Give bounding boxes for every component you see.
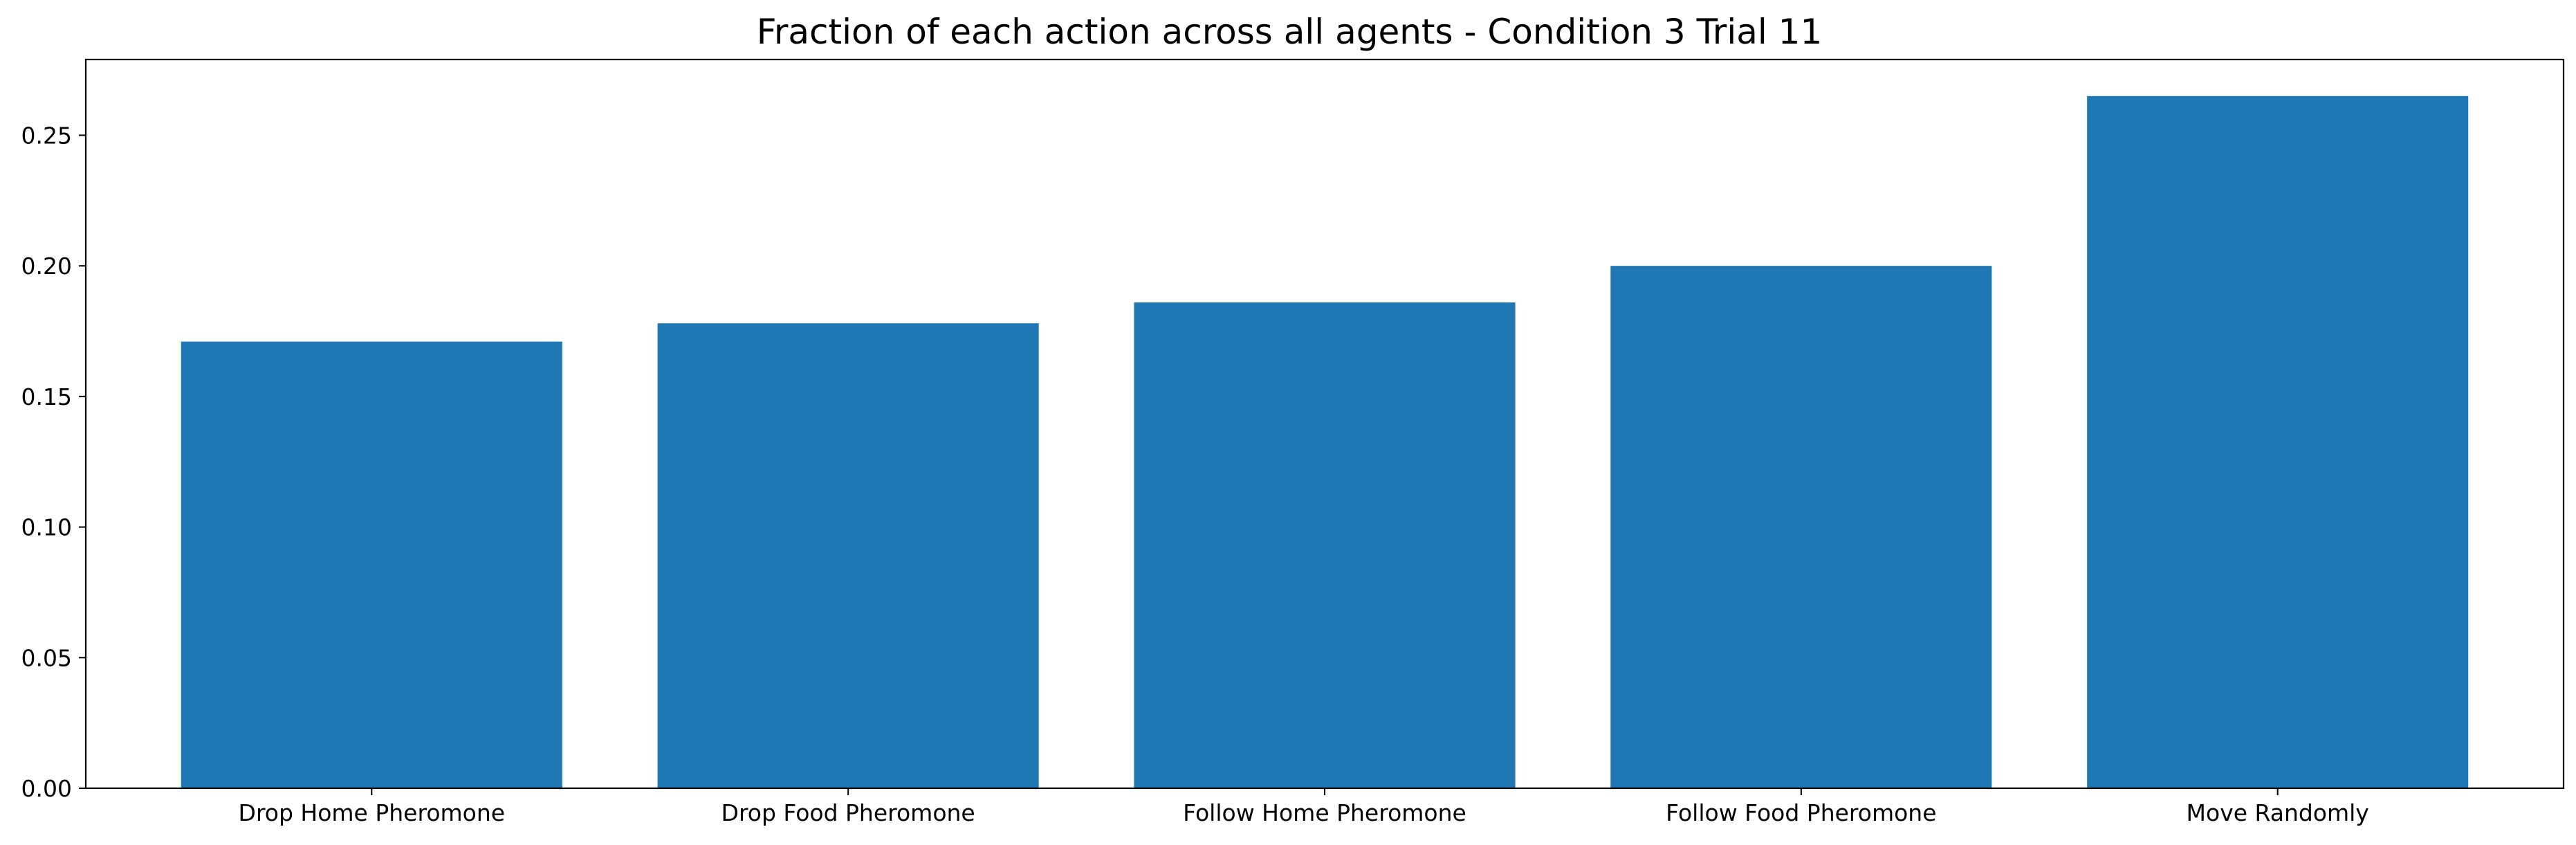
y-tick-label: 0.20 xyxy=(21,253,72,280)
y-tick-label: 0.10 xyxy=(21,514,72,541)
y-tick-label: 0.15 xyxy=(21,383,72,410)
bar xyxy=(657,323,1039,788)
chart-title: Fraction of each action across all agent… xyxy=(757,12,1823,52)
bar xyxy=(1134,302,1516,788)
x-tick-label: Follow Home Pheromone xyxy=(1183,799,1466,826)
y-tick-label: 0.00 xyxy=(21,775,72,802)
bar xyxy=(181,341,562,788)
bar xyxy=(2087,96,2469,788)
x-tick-label: Drop Food Pheromone xyxy=(721,799,975,826)
x-tick-label: Drop Home Pheromone xyxy=(239,799,506,826)
plot-frame xyxy=(84,58,2565,790)
bar xyxy=(1610,266,1992,789)
x-axis: Drop Home Pheromone Drop Food Pheromone Fo… xyxy=(239,788,2369,826)
y-tick-label: 0.25 xyxy=(21,122,72,149)
y-axis: 0.00 0.05 0.10 0.15 0.20 0.25 xyxy=(21,122,86,802)
bars-layer xyxy=(181,96,2469,789)
x-tick-label: Move Randomly xyxy=(2187,799,2369,826)
y-tick-label: 0.05 xyxy=(21,644,72,671)
x-tick-label: Follow Food Pheromone xyxy=(1666,799,1936,826)
